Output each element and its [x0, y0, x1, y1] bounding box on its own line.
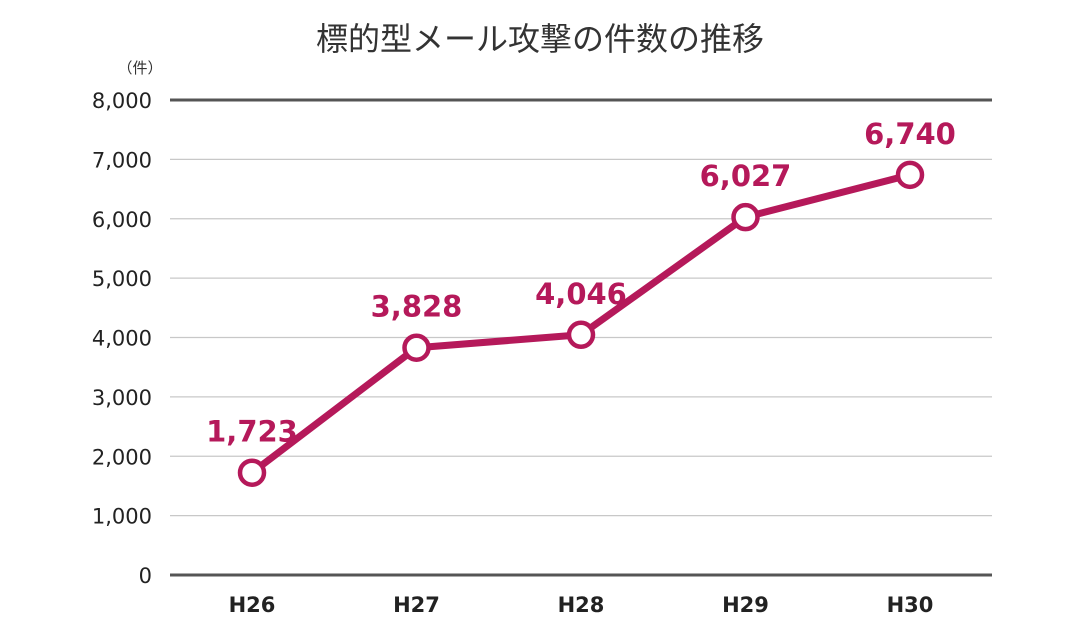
data-label: 4,046: [535, 277, 627, 311]
x-tick-label: H27: [393, 593, 440, 617]
x-tick-label: H30: [887, 593, 934, 617]
data-point-layer: [237, 160, 925, 487]
x-tick-label: H26: [229, 593, 276, 617]
data-point: [566, 320, 596, 350]
y-tick-label: 8,000: [92, 89, 152, 113]
data-label: 1,723: [206, 415, 298, 449]
data-point: [237, 458, 267, 487]
data-label-layer: 1,723 3,828 4,046 6,027 6,740: [206, 117, 956, 449]
data-label: 6,740: [864, 117, 956, 151]
data-point: [731, 202, 760, 232]
chart-title: 標的型メール攻撃の件数の推移: [316, 20, 764, 58]
y-axis-ticks: 0 1,000 2,000 3,000 4,000 5,000 6,000 7,000 8,00…: [92, 89, 152, 588]
data-label: 6,027: [700, 159, 792, 193]
data-point: [895, 160, 925, 190]
y-unit-label: （件）: [117, 59, 162, 77]
y-tick-label: 0: [139, 564, 152, 588]
x-tick-label: H28: [558, 593, 605, 617]
y-tick-label: 4,000: [92, 327, 152, 351]
y-tick-label: 2,000: [92, 445, 152, 469]
y-tick-label: 5,000: [92, 267, 152, 291]
y-tick-label: 3,000: [92, 386, 152, 410]
y-tick-label: 1,000: [92, 505, 152, 529]
data-point: [402, 333, 431, 362]
data-label: 3,828: [371, 290, 463, 324]
y-tick-label: 7,000: [92, 148, 152, 172]
y-tick-label: 6,000: [92, 208, 152, 232]
x-tick-label: H29: [722, 593, 769, 617]
x-axis-ticks: H26 H27 H28 H29 H30: [229, 593, 934, 617]
